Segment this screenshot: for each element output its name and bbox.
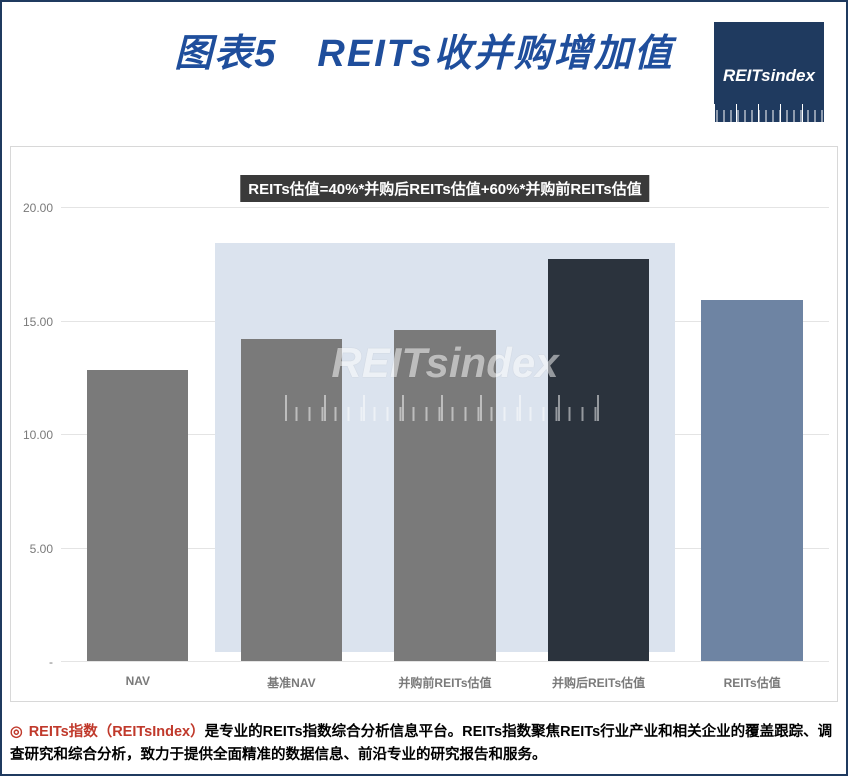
y-tick-label: 10.00 (23, 428, 53, 442)
x-tick-label: 并购前REITs估值 (368, 674, 522, 691)
ruler-icon (714, 100, 824, 122)
brand-logo-text: REITsindex (723, 66, 815, 86)
x-tick-label: NAV (61, 674, 215, 691)
bar-slot (368, 207, 522, 661)
bars-group (61, 207, 829, 661)
x-tick-label: 并购后REITs估值 (522, 674, 676, 691)
chart-area: REITs估值=40%*并购后REITs估值+60%*并购前REITs估值 -5… (10, 146, 838, 702)
chart-inner: REITs估值=40%*并购后REITs估值+60%*并购前REITs估值 -5… (61, 159, 829, 661)
y-tick-label: - (49, 655, 53, 669)
bar-slot (61, 207, 215, 661)
x-tick-label: REITs估值 (675, 674, 829, 691)
grid-line: - (61, 661, 829, 662)
figure-container: 图表5 REITs收并购增加值 REITsindex REITs估值=40%*并… (0, 0, 848, 776)
bar-slot (675, 207, 829, 661)
brand-logo: REITsindex (714, 22, 824, 122)
y-tick-label: 5.00 (30, 542, 53, 556)
bar-slot (215, 207, 369, 661)
header: 图表5 REITs收并购增加值 REITsindex (2, 2, 846, 87)
x-tick-label: 基准NAV (215, 674, 369, 691)
bar (87, 370, 188, 661)
bar-slot (522, 207, 676, 661)
chart-caption: REITs估值=40%*并购后REITs估值+60%*并购前REITs估值 (240, 175, 649, 202)
bar (241, 339, 342, 661)
y-tick-label: 20.00 (23, 201, 53, 215)
bar (548, 259, 649, 661)
footer-text: ◎ REITs指数（REITsIndex）是专业的REITs指数综合分析信息平台… (10, 721, 838, 766)
bar (394, 330, 495, 661)
footer-brand: REITs指数（REITsIndex） (29, 724, 205, 740)
plot-region: -5.0010.0015.0020.00 REITsindex (61, 207, 829, 661)
bar (701, 300, 802, 661)
x-axis-labels: NAV基准NAV并购前REITs估值并购后REITs估值REITs估值 (61, 674, 829, 691)
y-tick-label: 15.00 (23, 315, 53, 329)
bullet-icon: ◎ (10, 724, 23, 740)
